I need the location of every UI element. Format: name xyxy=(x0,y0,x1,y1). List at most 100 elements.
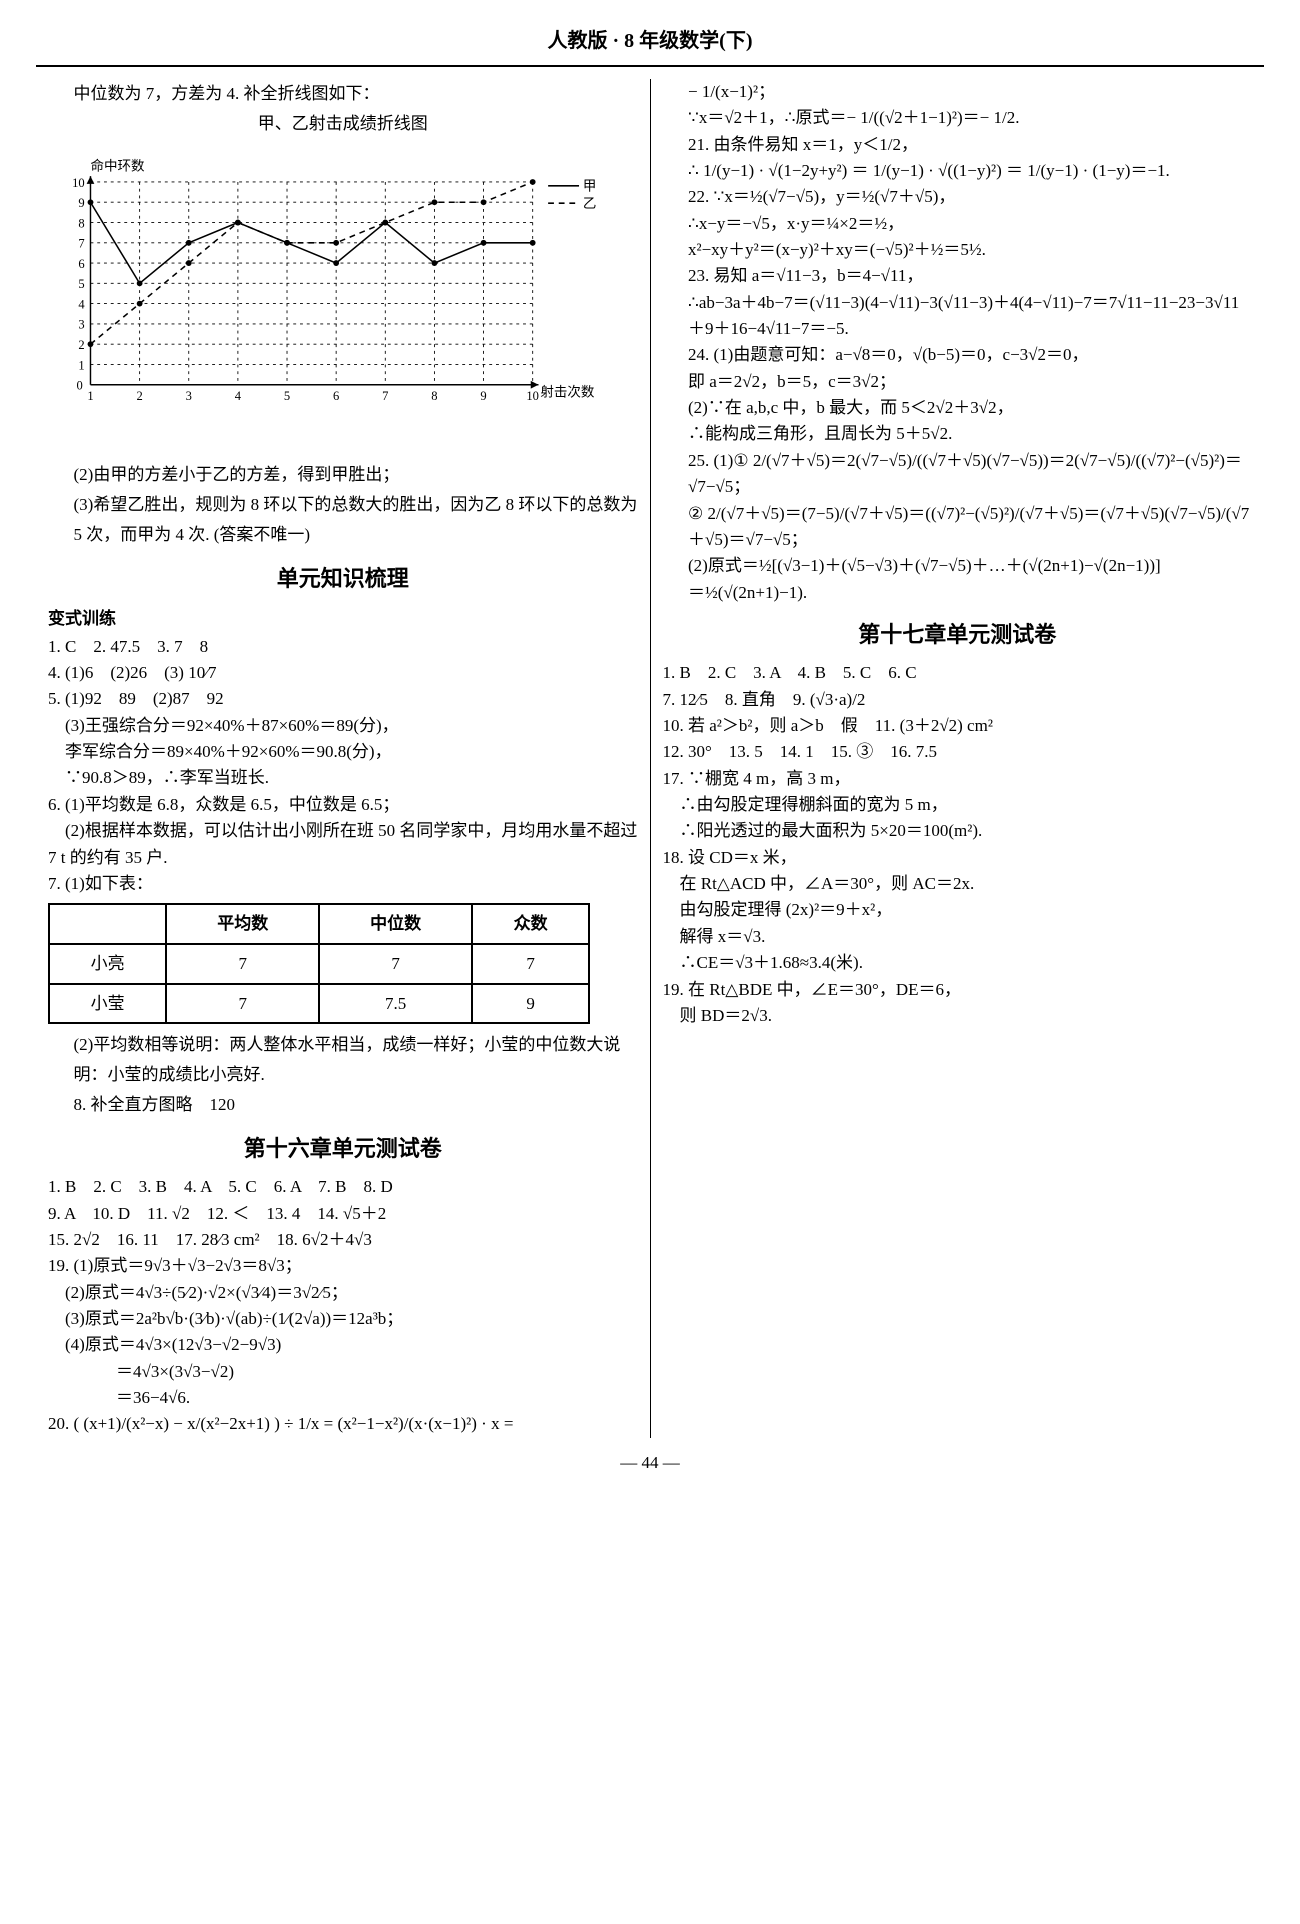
svg-text:1: 1 xyxy=(87,389,93,403)
text-line: ∵90.8＞89，∴李军当班长. xyxy=(48,765,638,791)
text-line: (3)王强综合分＝92×40%＋87×60%＝89(分)， xyxy=(48,713,638,739)
text-line: 则 BD＝2√3. xyxy=(663,1003,1253,1029)
text-line: − 1/(x−1)²； xyxy=(663,79,1253,105)
line-chart: 12345678910123456789100命中环数射击次数甲乙 xyxy=(48,143,638,453)
svg-text:9: 9 xyxy=(480,389,486,403)
table-cell: 7 xyxy=(166,984,319,1024)
text-line: ∴能构成三角形，且周长为 5＋5√2. xyxy=(663,421,1253,447)
text-line: (2)原式＝4√3÷(5⁄2)·√2×(√3⁄4)＝3√2⁄5； xyxy=(48,1280,638,1306)
ch17-title: 第十七章单元测试卷 xyxy=(663,616,1253,655)
svg-text:乙: 乙 xyxy=(583,196,597,211)
left-column: 中位数为 7，方差为 4. 补全折线图如下： 甲、乙射击成绩折线图 123456… xyxy=(36,79,651,1438)
table-cell: 7 xyxy=(472,944,589,984)
chart-intro: 中位数为 7，方差为 4. 补全折线图如下： xyxy=(48,79,638,109)
text-line: 21. 由条件易知 x＝1，y＜1/2， xyxy=(663,132,1253,158)
text-line: ∵x＝√2＋1，∴原式＝− 1/((√2＋1−1)²)＝− 1/2. xyxy=(663,105,1253,131)
text-line: 5. (1)92 89 (2)87 92 xyxy=(48,686,638,712)
text-line: (2)∵在 a,b,c 中，b 最大，而 5＜2√2＋3√2， xyxy=(663,395,1253,421)
table-header: 中位数 xyxy=(319,904,472,944)
svg-text:8: 8 xyxy=(431,389,437,403)
svg-text:0: 0 xyxy=(76,378,82,392)
text-line: 19. 在 Rt△BDE 中，∠E＝30°，DE＝6， xyxy=(663,977,1253,1003)
text-line: 15. 2√2 16. 11 17. 28⁄3 cm² 18. 6√2＋4√3 xyxy=(48,1227,638,1253)
text-line: 由勾股定理得 (2x)²＝9＋x²， xyxy=(663,897,1253,923)
text-line: 23. 易知 a＝√11−3，b＝4−√11， xyxy=(663,263,1253,289)
text-line: ∴ab−3a＋4b−7＝(√11−3)(4−√11)−3(√11−3)＋4(4−… xyxy=(663,290,1253,343)
text-line: ＝4√3×(3√3−√2) xyxy=(48,1359,638,1385)
ch16-title: 第十六章单元测试卷 xyxy=(48,1130,638,1169)
text-line: 1. B 2. C 3. B 4. A 5. C 6. A 7. B 8. D xyxy=(48,1174,638,1200)
text-line: ∴x−y＝−√5，x·y＝¼×2＝½， xyxy=(663,211,1253,237)
text-line: 12. 30° 13. 5 14. 1 15. ③ 16. 7.5 xyxy=(663,739,1253,765)
unit-review-title: 单元知识梳理 xyxy=(48,560,638,599)
text-line: (4)原式＝4√3×(12√3−√2−9√3) xyxy=(48,1332,638,1358)
table-cell: 7.5 xyxy=(319,984,472,1024)
text-line: ∴由勾股定理得棚斜面的宽为 5 m， xyxy=(663,792,1253,818)
table-header: 众数 xyxy=(472,904,589,944)
svg-text:命中环数: 命中环数 xyxy=(90,157,144,173)
two-column-layout: 中位数为 7，方差为 4. 补全折线图如下： 甲、乙射击成绩折线图 123456… xyxy=(36,79,1264,1438)
text-line: 1. C 2. 47.5 3. 7 8 xyxy=(48,634,638,660)
svg-text:10: 10 xyxy=(72,175,85,189)
text-line: (2)平均数相等说明：两人整体水平相当，成绩一样好；小莹的中位数大说明：小莹的成… xyxy=(48,1030,638,1090)
text-line: 17. ∵棚宽 4 m，高 3 m， xyxy=(663,766,1253,792)
text-line: ＝½(√(2n+1)−1). xyxy=(663,580,1253,606)
text-line: 6. (1)平均数是 6.8，众数是 6.5，中位数是 6.5； xyxy=(48,792,638,818)
text-line: 解得 x＝√3. xyxy=(663,924,1253,950)
svg-text:7: 7 xyxy=(382,389,388,403)
text-line: ∴阳光透过的最大面积为 5×20＝100(m²). xyxy=(663,818,1253,844)
right-column: − 1/(x−1)²；∵x＝√2＋1，∴原式＝− 1/((√2＋1−1)²)＝−… xyxy=(651,79,1265,1438)
text-line: (2)根据样本数据，可以估计出小刚所在班 50 名同学家中，月均用水量不超过 7… xyxy=(48,818,638,871)
svg-text:射击次数: 射击次数 xyxy=(540,384,594,399)
bianshi-heading: 变式训练 xyxy=(48,604,638,634)
chart-svg: 12345678910123456789100命中环数射击次数甲乙 xyxy=(48,143,608,443)
svg-text:5: 5 xyxy=(78,277,84,291)
right-top-text: − 1/(x−1)²；∵x＝√2＋1，∴原式＝− 1/((√2＋1−1)²)＝−… xyxy=(663,79,1253,606)
svg-text:7: 7 xyxy=(78,236,84,250)
text-line: ∴CE＝√3＋1.68≈3.4(米). xyxy=(663,950,1253,976)
svg-text:甲: 甲 xyxy=(583,178,597,193)
text-line: 即 a＝2√2，b＝5，c＝3√2； xyxy=(663,369,1253,395)
svg-text:1: 1 xyxy=(78,358,84,372)
text-line: 4. (1)6 (2)26 (3) 10⁄7 xyxy=(48,660,638,686)
table-row: 小亮777 xyxy=(49,944,589,984)
svg-text:4: 4 xyxy=(78,297,85,311)
text-line: 在 Rt△ACD 中，∠A＝30°，则 AC＝2x. xyxy=(663,871,1253,897)
text-line: 19. (1)原式＝9√3＋√3−2√3＝8√3； xyxy=(48,1253,638,1279)
svg-text:6: 6 xyxy=(78,256,84,270)
svg-text:4: 4 xyxy=(235,389,242,403)
svg-text:2: 2 xyxy=(78,338,84,352)
table-cell: 小亮 xyxy=(49,944,166,984)
table-cell: 小莹 xyxy=(49,984,166,1024)
text-line: ∴ 1/(y−1) · √(1−2y+y²) ＝ 1/(y−1) · √((1−… xyxy=(663,158,1253,184)
text-line: 1. B 2. C 3. A 4. B 5. C 6. C xyxy=(663,660,1253,686)
text-line: ＝36−4√6. xyxy=(48,1385,638,1411)
table-header xyxy=(49,904,166,944)
svg-text:5: 5 xyxy=(284,389,290,403)
text-line: x²−xy＋y²＝(x−y)²＋xy＝(−√5)²＋½＝5½. xyxy=(663,237,1253,263)
table-row: 小莹77.59 xyxy=(49,984,589,1024)
svg-text:9: 9 xyxy=(78,196,84,210)
svg-text:8: 8 xyxy=(78,216,84,230)
review-list: 1. C 2. 47.5 3. 7 84. (1)6 (2)26 (3) 10⁄… xyxy=(48,634,638,897)
table-header: 平均数 xyxy=(166,904,319,944)
text-line: 22. ∵x＝½(√7−√5)，y＝½(√7＋√5)， xyxy=(663,184,1253,210)
svg-text:6: 6 xyxy=(333,389,339,403)
text-line: 10. 若 a²＞b²，则 a＞b 假 11. (3＋2√2) cm² xyxy=(663,713,1253,739)
text-line: (3)原式＝2a²b√b·(3⁄b)·√(ab)÷(1⁄(2√a))＝12a³b… xyxy=(48,1306,638,1332)
text-line: ② 2/(√7＋√5)＝(7−5)/(√7＋√5)＝((√7)²−(√5)²)/… xyxy=(663,501,1253,554)
table-cell: 9 xyxy=(472,984,589,1024)
table-cell: 7 xyxy=(319,944,472,984)
text-line: 李军综合分＝89×40%＋92×60%＝90.8(分)， xyxy=(48,739,638,765)
after-table-text: (2)平均数相等说明：两人整体水平相当，成绩一样好；小莹的中位数大说明：小莹的成… xyxy=(48,1030,638,1119)
ch16-list: 1. B 2. C 3. B 4. A 5. C 6. A 7. B 8. D9… xyxy=(48,1174,638,1437)
text-line: (3)希望乙胜出，规则为 8 环以下的总数大的胜出，因为乙 8 环以下的总数为 … xyxy=(48,490,638,550)
text-line: (2)由甲的方差小于乙的方差，得到甲胜出； xyxy=(48,460,638,490)
page-footer: — 44 — xyxy=(36,1448,1264,1478)
after-chart-text: (2)由甲的方差小于乙的方差，得到甲胜出；(3)希望乙胜出，规则为 8 环以下的… xyxy=(48,460,638,549)
text-line: 7. (1)如下表： xyxy=(48,871,638,897)
text-line: 25. (1)① 2/(√7＋√5)＝2(√7−√5)/((√7＋√5)(√7−… xyxy=(663,448,1253,501)
ch17-list: 1. B 2. C 3. A 4. B 5. C 6. C7. 12⁄5 8. … xyxy=(663,660,1253,1029)
q7-table: 平均数中位数众数 小亮777小莹77.59 xyxy=(48,903,590,1024)
text-line: 20. ( (x+1)/(x²−x) − x/(x²−2x+1) ) ÷ 1/x… xyxy=(48,1411,638,1437)
